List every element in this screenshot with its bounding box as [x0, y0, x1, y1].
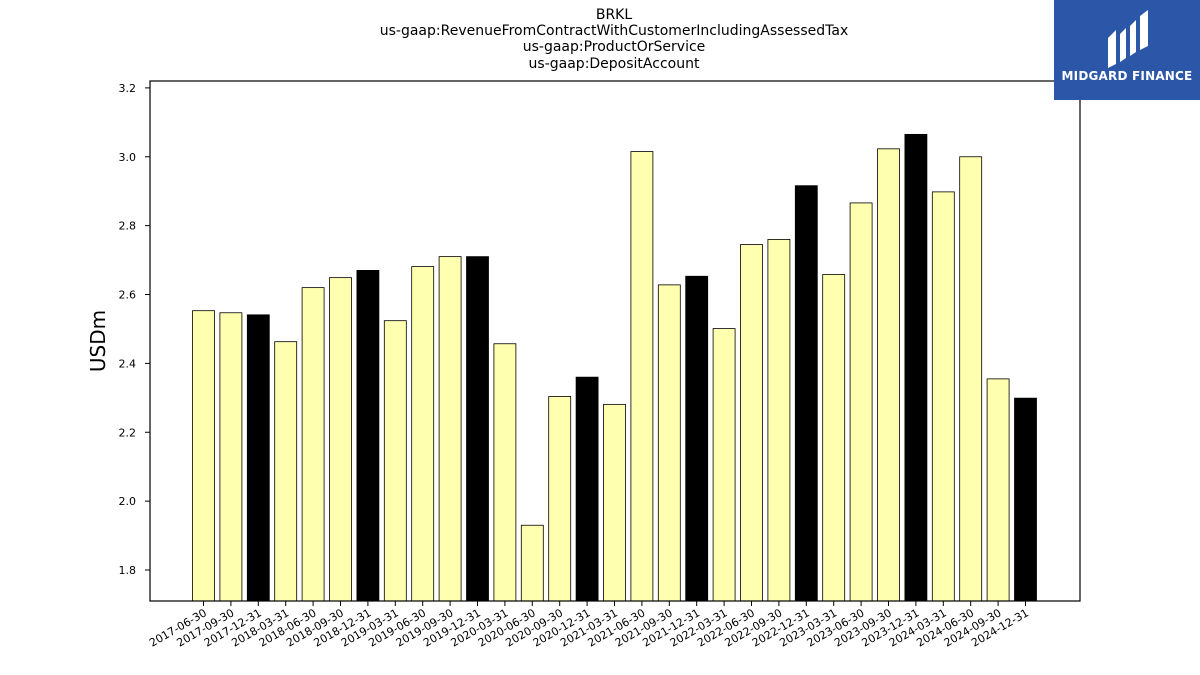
- bar-2024-09-30: [986, 378, 1010, 602]
- bar-2019-06-30: [411, 266, 435, 602]
- bar-2017-06-30: [192, 310, 215, 602]
- bar-2022-12-31: [794, 185, 818, 602]
- logo-text: MIDGARD FINANCE: [1061, 69, 1193, 83]
- y-axis: 1.8 2.0 2.2 2.4 2.6 2.8 3.0 3.2: [119, 82, 150, 577]
- chart-title-line-1: BRKL: [595, 7, 633, 23]
- bar-2022-03-31: [712, 328, 736, 602]
- bar-2018-12-31: [356, 270, 380, 602]
- bar-2022-06-30: [740, 244, 763, 602]
- y-tick-label: 2.4: [119, 357, 137, 370]
- bar-2018-09-30: [329, 277, 352, 602]
- bar-2020-12-31: [575, 376, 599, 602]
- bar-2019-12-31: [466, 256, 489, 602]
- bar-2022-09-30: [767, 239, 791, 602]
- bar-2017-09-30: [219, 312, 243, 602]
- bar-group: [192, 133, 1037, 602]
- bar-2024-03-31: [931, 191, 955, 602]
- bar-2024-06-30: [959, 156, 983, 602]
- bar-2020-09-30: [548, 396, 572, 602]
- bar-2023-06-30: [849, 202, 873, 602]
- y-tick-label: 3.2: [119, 82, 137, 95]
- y-tick-label: 2.0: [119, 495, 137, 508]
- x-axis: 2017-06-302017-09-302017-12-312018-03-31…: [147, 601, 1031, 650]
- bar-2023-03-31: [822, 274, 846, 602]
- y-tick-label: 3.0: [119, 151, 137, 164]
- y-tick-label: 2.6: [119, 289, 137, 302]
- logo-mark-icon: [1108, 10, 1148, 68]
- bar-2023-12-31: [904, 133, 928, 602]
- y-axis-label: USDm: [86, 310, 110, 372]
- bar-2018-03-31: [274, 341, 298, 602]
- y-tick-label: 1.8: [119, 564, 137, 577]
- y-tick-label: 2.8: [119, 220, 137, 233]
- chart-title-line-3: us-gaap:ProductOrService: [522, 39, 706, 55]
- bar-2023-09-30: [877, 148, 900, 602]
- bar-2021-03-31: [603, 403, 626, 602]
- bar-2020-06-30: [520, 524, 544, 602]
- bar-2020-03-31: [493, 343, 517, 602]
- bar-2021-09-30: [657, 284, 681, 602]
- chart-title-line-2: us-gaap:RevenueFromContractWithCustomerI…: [379, 23, 849, 39]
- bar-2021-06-30: [630, 151, 654, 602]
- bar-2018-06-30: [301, 287, 325, 602]
- y-tick-label: 2.2: [119, 426, 137, 439]
- bar-2019-09-30: [438, 256, 462, 602]
- bar-2024-12-31: [1014, 397, 1037, 602]
- bar-2021-12-31: [685, 275, 709, 602]
- bar-2019-03-31: [383, 320, 407, 602]
- chart-title-line-4: us-gaap:DepositAccount: [528, 56, 700, 72]
- bar-2017-12-31: [246, 314, 270, 602]
- brand-logo: MIDGARD FINANCE: [1054, 0, 1200, 100]
